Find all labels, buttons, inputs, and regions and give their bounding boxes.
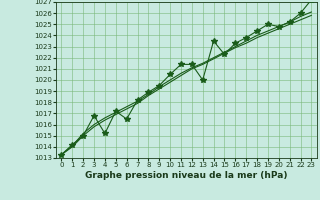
X-axis label: Graphe pression niveau de la mer (hPa): Graphe pression niveau de la mer (hPa): [85, 171, 288, 180]
